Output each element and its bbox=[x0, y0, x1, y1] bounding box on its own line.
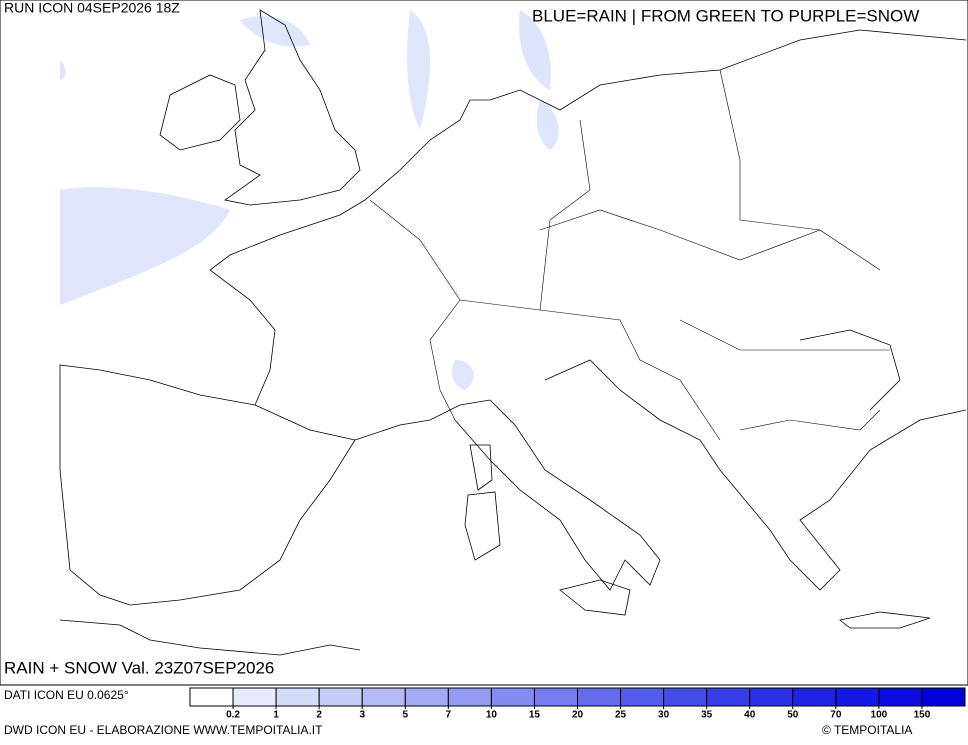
colorbar-box bbox=[318, 687, 363, 707]
colorbar-label: 30 bbox=[658, 710, 670, 721]
colorbar-box bbox=[577, 687, 622, 707]
colorbar-label: 1 bbox=[273, 710, 279, 721]
colorbar-box bbox=[490, 687, 535, 707]
map: RUN ICON 04SEP2026 18Z BLUE=RAIN | FROM … bbox=[0, 0, 968, 686]
colorbar-label: 15 bbox=[529, 710, 541, 721]
colorbar-box bbox=[361, 687, 406, 707]
legend-note: BLUE=RAIN | FROM GREEN TO PURPLE=SNOW bbox=[532, 6, 919, 25]
colorbar-label: 40 bbox=[744, 710, 756, 721]
colorbar-box bbox=[921, 687, 966, 707]
colorbar-box bbox=[275, 687, 320, 707]
colorbar-box bbox=[878, 687, 923, 707]
colorbar-box bbox=[792, 687, 837, 707]
colorbar-label: 50 bbox=[787, 710, 799, 721]
colorbar-label: 100 bbox=[871, 710, 888, 721]
colorbar-box bbox=[189, 687, 234, 707]
colorbar-label: 35 bbox=[701, 710, 713, 721]
colorbar-label: 20 bbox=[572, 710, 584, 721]
colorbar-label: 0.2 bbox=[226, 710, 240, 721]
map-title: RAIN + SNOW Val. 23Z07SEP2026 bbox=[4, 658, 274, 677]
colorbar-box bbox=[404, 687, 449, 707]
borders bbox=[369, 69, 890, 441]
colorbar-label: 70 bbox=[830, 710, 842, 721]
colorbar-label: 5 bbox=[402, 710, 408, 721]
colorbar-box bbox=[663, 687, 708, 707]
colorbar-label: 2 bbox=[316, 710, 322, 721]
colorbar-box bbox=[232, 687, 277, 707]
colorbar-box bbox=[447, 687, 492, 707]
data-source: DATI ICON EU 0.0625° bbox=[4, 688, 129, 702]
colorbar-box bbox=[620, 687, 665, 707]
colorbar-label: 7 bbox=[446, 710, 452, 721]
run-label: RUN ICON 04SEP2026 18Z bbox=[4, 0, 180, 16]
colorbar-label: 150 bbox=[914, 710, 931, 721]
colorbar-box bbox=[749, 687, 794, 707]
colorbar: 0.2 1 2 3 5 7 10 15 20 25 30 35 40 50 70 100 150 bbox=[189, 687, 966, 721]
credit: DWD ICON EU - ELABORAZIONE WWW.TEMPOITAL… bbox=[4, 723, 323, 737]
copyright: © TEMPOITALIA bbox=[822, 723, 912, 737]
colorbar-label: 25 bbox=[615, 710, 627, 721]
colorbar-box bbox=[706, 687, 751, 707]
colorbar-box bbox=[835, 687, 880, 707]
coastlines bbox=[59, 9, 967, 656]
precip-areas bbox=[60, 10, 559, 390]
colorbar-label: 3 bbox=[359, 710, 365, 721]
colorbar-box bbox=[533, 687, 579, 707]
map-frame bbox=[0, 0, 968, 686]
colorbar-label: 10 bbox=[486, 710, 498, 721]
